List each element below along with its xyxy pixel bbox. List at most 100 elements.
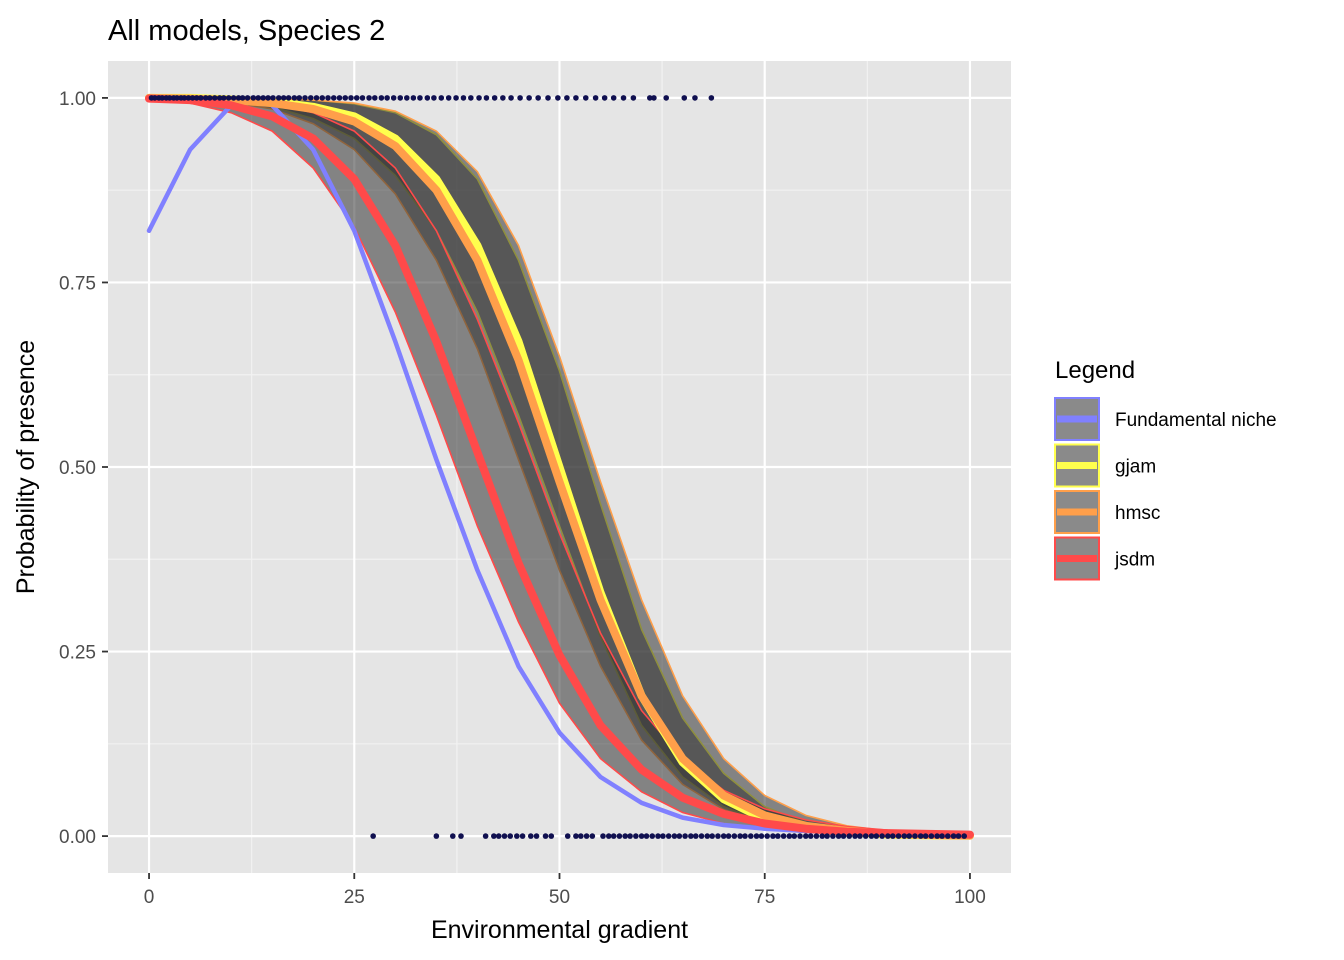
absence-point <box>758 833 765 839</box>
absence-point <box>600 833 606 839</box>
presence-point <box>573 95 579 101</box>
absence-point <box>868 833 875 839</box>
presence-point <box>250 95 257 101</box>
series-lines <box>145 93 974 840</box>
presence-point <box>275 95 282 101</box>
presence-point <box>270 95 276 101</box>
presence-point <box>500 95 506 101</box>
presence-point <box>483 95 490 101</box>
y-tick-label: 0.25 <box>59 643 96 664</box>
x-axis-title: Environmental gradient <box>431 916 688 944</box>
presence-point <box>174 95 180 101</box>
legend-entry: gjam <box>1054 443 1156 488</box>
presence-point <box>159 95 165 101</box>
absence-point <box>704 833 711 839</box>
absence-point <box>840 833 847 839</box>
absence-point <box>731 833 738 839</box>
x-tick-label: 100 <box>954 887 986 908</box>
presence-point <box>601 95 608 101</box>
presence-point <box>378 95 385 101</box>
absence-point <box>906 833 913 839</box>
absence-point <box>846 833 853 839</box>
presence-point <box>410 95 417 101</box>
presence-point <box>189 95 196 101</box>
legend-label: Fundamental niche <box>1115 410 1277 431</box>
absence-point <box>764 833 770 839</box>
absence-point <box>737 833 743 839</box>
presence-point <box>197 95 204 101</box>
presence-point <box>239 95 246 101</box>
absence-point <box>889 833 896 839</box>
legend-entry: hmsc <box>1054 490 1160 534</box>
absence-point <box>433 833 440 839</box>
presence-point <box>647 95 653 101</box>
presence-point <box>681 95 688 101</box>
presence-point <box>371 95 378 101</box>
presence-point <box>610 95 617 101</box>
absence-point <box>616 833 623 839</box>
presence-point <box>280 95 287 101</box>
absence-point <box>627 833 633 839</box>
absence-point <box>482 833 489 839</box>
presence-point <box>296 95 303 101</box>
absence-point <box>922 833 929 839</box>
axes: 0 25 50 75 100 0.00 0.25 0.50 0.75 1.00 <box>59 89 986 908</box>
absence-point <box>807 833 814 839</box>
presence-point <box>555 95 561 101</box>
presence-point <box>342 95 349 101</box>
presence-point <box>230 95 237 101</box>
absence-point <box>950 833 957 839</box>
presence-point <box>390 95 397 101</box>
absence-point <box>698 833 705 839</box>
absence-point <box>578 833 584 839</box>
presence-point <box>202 95 209 101</box>
absence-point <box>655 833 661 839</box>
absence-point <box>775 833 781 839</box>
presence-point <box>630 95 637 101</box>
absence-point <box>605 833 612 839</box>
presence-point <box>353 95 360 101</box>
absence-point <box>458 833 464 839</box>
absence-point <box>688 833 694 839</box>
absence-point <box>770 833 776 839</box>
absence-point <box>370 833 376 839</box>
presence-point <box>181 95 188 101</box>
x-tick-label: 75 <box>754 887 775 908</box>
presence-point <box>244 95 251 101</box>
presence-point <box>508 95 514 101</box>
absence-point <box>835 833 842 839</box>
absence-point <box>542 833 549 839</box>
y-tick-label: 0.00 <box>59 827 96 848</box>
absence-point <box>514 833 520 839</box>
absence-point <box>934 833 940 839</box>
legend-entry: Fundamental niche <box>1054 397 1277 441</box>
presence-point <box>491 95 498 101</box>
presence-point <box>151 95 158 101</box>
presence-point <box>708 95 715 101</box>
presence-point <box>336 95 343 101</box>
presence-point <box>193 95 200 101</box>
absence-point <box>583 833 590 839</box>
presence-point <box>185 95 192 101</box>
legend-label: jsdm <box>1114 550 1155 571</box>
presence-point <box>476 95 482 101</box>
presence-point <box>445 95 452 101</box>
absence-point <box>573 833 579 839</box>
y-tick-label: 0.50 <box>59 458 96 479</box>
presence-point <box>545 95 551 101</box>
legend-entries: Fundamental niche gjam hmsc jsdm <box>1054 397 1277 581</box>
absence-point <box>830 833 836 839</box>
presence-point <box>307 95 314 101</box>
presence-point <box>424 95 431 101</box>
absence-point <box>747 833 754 839</box>
absence-point <box>824 833 830 839</box>
presence-point <box>255 95 262 101</box>
presence-point <box>359 95 366 101</box>
absence-point <box>955 833 962 839</box>
absence-point <box>491 833 497 839</box>
absence-point <box>564 833 571 839</box>
absence-point <box>682 833 688 839</box>
absence-point <box>720 833 727 839</box>
presence-point <box>211 95 218 101</box>
